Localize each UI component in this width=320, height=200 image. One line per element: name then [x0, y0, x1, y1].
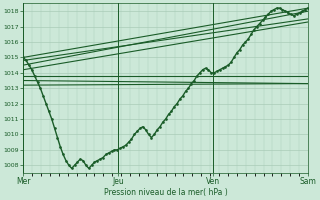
X-axis label: Pression niveau de la mer( hPa ): Pression niveau de la mer( hPa ): [104, 188, 228, 197]
